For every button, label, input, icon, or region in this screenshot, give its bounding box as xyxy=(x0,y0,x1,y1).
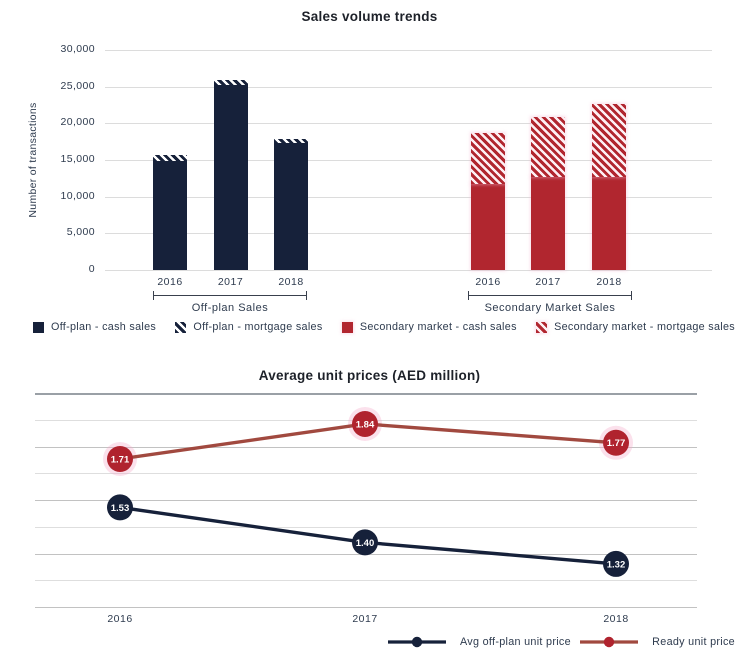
volume-y-tick-label: 10,000 xyxy=(60,189,95,202)
hatch-navy-swatch-icon xyxy=(175,321,187,333)
bar-offplan-2017-cash xyxy=(213,85,248,270)
bar-offplan-2016-cash xyxy=(153,160,187,270)
volume-gridline xyxy=(105,233,712,235)
line-marker-icon xyxy=(388,636,446,648)
bar-offplan-2017-mortgage xyxy=(213,80,248,86)
volume-x-tick-label: 2018 xyxy=(596,276,622,288)
volume-gridline xyxy=(105,123,712,125)
legend-item-solid-navy: Off-plan - cash sales xyxy=(33,321,156,333)
legend-item-avg-offplan: Avg off-plan unit price xyxy=(388,636,571,648)
price-gridline xyxy=(35,607,697,608)
hatch-red-swatch-icon xyxy=(536,321,548,333)
price-x-tick-label: 2018 xyxy=(603,613,629,625)
volume-gridline xyxy=(105,50,712,51)
legend-label: Secondary market - cash sales xyxy=(359,321,517,333)
bar-secondary-2016-cash xyxy=(471,184,505,270)
price-gridline xyxy=(35,553,697,555)
line-ready xyxy=(119,422,617,461)
point-halo xyxy=(599,425,633,460)
point-avg-offplan-2017 xyxy=(352,529,378,556)
group-label-secondary: Secondary Market Sales xyxy=(484,302,616,314)
group-bracket xyxy=(468,291,632,300)
volume-chart-legend: Off-plan - cash sales Off-plan - mortgage… xyxy=(33,320,735,334)
volume-x-tick-label: 2018 xyxy=(278,276,304,288)
legend-label: Off-plan - mortgage sales xyxy=(193,321,323,333)
point-ready-2017 xyxy=(352,410,378,437)
volume-x-tick-label: 2016 xyxy=(157,276,183,288)
legend-item-hatch-navy: Off-plan - mortgage sales xyxy=(175,321,322,333)
point-ready-2016 xyxy=(107,445,133,472)
legend-label: Avg off-plan unit price xyxy=(460,636,571,648)
solid-red-swatch-icon xyxy=(341,321,353,333)
bar-secondary-2018-mortgage xyxy=(592,104,626,177)
volume-x-tick-label: 2017 xyxy=(535,276,561,288)
volume-x-tick-label: 2016 xyxy=(475,276,501,288)
price-gridline xyxy=(35,500,697,501)
group-label-offplan: Off-plan Sales xyxy=(191,302,269,314)
bar-offplan-2018-mortgage xyxy=(274,138,308,144)
volume-gridline xyxy=(105,196,712,198)
legend-label: Secondary market - mortgage sales xyxy=(554,321,735,333)
price-x-tick-label: 2016 xyxy=(107,613,133,625)
line-avg-offplan xyxy=(119,505,617,566)
price-gridline xyxy=(35,580,697,582)
volume-gridline xyxy=(105,160,712,161)
volume-y-tick-label: 0 xyxy=(88,263,95,275)
bar-secondary-2017-cash xyxy=(531,176,565,270)
legend-label: Ready unit price xyxy=(652,636,735,648)
point-ready-2018 xyxy=(603,429,629,456)
legend-label: Off-plan - cash sales xyxy=(51,321,157,333)
legend-item-hatch-red: Secondary market - mortgage sales xyxy=(536,321,735,333)
bar-secondary-2016-mortgage xyxy=(471,132,505,185)
line-marker-icon xyxy=(580,636,639,648)
group-bracket xyxy=(153,291,307,300)
volume-chart-title: Sales volume trends xyxy=(301,9,438,24)
price-x-tick-label: 2017 xyxy=(352,613,378,625)
price-gridline xyxy=(35,526,697,528)
point-avg-offplan-2018 xyxy=(603,550,629,577)
price-chart-title: Average unit prices (AED million) xyxy=(258,368,481,383)
point-halo xyxy=(348,406,382,441)
bar-offplan-2018-cash xyxy=(274,143,308,270)
point-avg-offplan-2016 xyxy=(107,494,133,521)
volume-y-tick-label: 15,000 xyxy=(60,153,95,165)
point-value-label: 1.77 xyxy=(607,438,626,449)
point-value-label: 1.84 xyxy=(356,419,375,430)
price-gridline xyxy=(35,393,697,395)
price-gridline xyxy=(35,419,697,421)
bar-secondary-2017-mortgage xyxy=(531,117,565,177)
bar-offplan-2016-mortgage xyxy=(153,154,187,161)
volume-y-tick-label: 20,000 xyxy=(60,116,95,129)
bar-secondary-2018-cash xyxy=(592,176,626,270)
price-gridline xyxy=(35,446,697,448)
point-value-label: 1.71 xyxy=(111,454,130,465)
volume-gridline xyxy=(105,86,712,88)
volume-y-tick-label: 5,000 xyxy=(66,226,95,239)
volume-gridline xyxy=(105,270,712,271)
price-chart-legend: Avg off-plan unit price Ready unit price xyxy=(388,633,735,651)
point-value-label: 1.53 xyxy=(111,503,130,514)
legend-item-solid-red: Secondary market - cash sales xyxy=(341,321,517,333)
legend-item-ready: Ready unit price xyxy=(580,636,735,648)
point-value-label: 1.40 xyxy=(356,538,375,549)
volume-y-tick-label: 30,000 xyxy=(60,43,95,55)
volume-y-tick-label: 25,000 xyxy=(60,79,95,92)
price-gridline xyxy=(35,473,697,475)
volume-x-tick-label: 2017 xyxy=(217,276,244,288)
solid-navy-swatch-icon xyxy=(33,321,44,333)
point-value-label: 1.32 xyxy=(607,559,626,570)
